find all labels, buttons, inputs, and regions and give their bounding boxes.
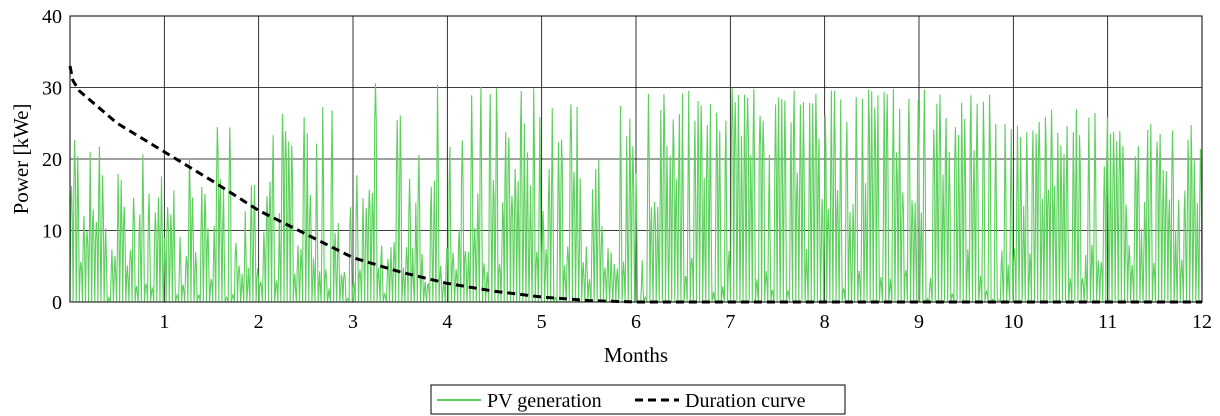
y-tick-label: 10 <box>42 221 62 243</box>
legend: PV generation Duration curve <box>430 384 846 415</box>
x-tick-label: 6 <box>631 311 641 333</box>
x-tick-label: 7 <box>725 311 735 333</box>
x-tick-label: 3 <box>348 311 358 333</box>
plot-frame <box>69 15 1203 303</box>
y-tick-label: 40 <box>42 6 62 28</box>
x-tick-label: 5 <box>537 311 547 333</box>
y-tick-label: 0 <box>52 292 62 314</box>
x-tick-label: 2 <box>254 311 264 333</box>
pv-generation-line <box>69 83 1203 304</box>
x-tick-label: 9 <box>914 311 924 333</box>
x-tick-label: 12 <box>1192 311 1212 333</box>
legend-pv-label: PV generation <box>487 390 602 412</box>
x-axis-label: Months <box>604 343 668 367</box>
x-tick-label: 1 <box>159 311 169 333</box>
legend-duration-label: Duration curve <box>685 390 806 412</box>
y-axis-label: Power [kWe] <box>9 104 33 215</box>
y-tick-label: 20 <box>42 149 62 171</box>
x-tick-label: 8 <box>820 311 830 333</box>
x-tick-label: 11 <box>1098 311 1117 333</box>
x-tick-label: 10 <box>1003 311 1023 333</box>
pv-generation-series <box>69 83 1203 304</box>
x-tick-label: 4 <box>442 311 452 333</box>
y-tick-label: 30 <box>42 78 62 100</box>
